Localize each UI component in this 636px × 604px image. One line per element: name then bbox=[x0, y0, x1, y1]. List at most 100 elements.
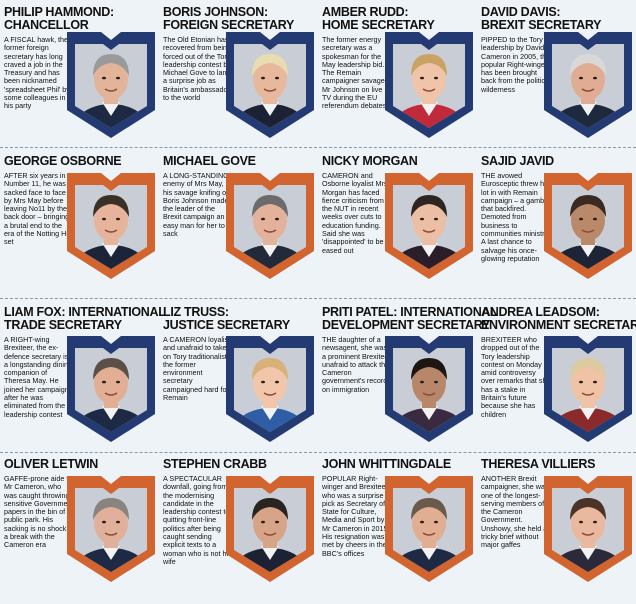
eye-right bbox=[116, 217, 120, 221]
portrait-svg bbox=[385, 336, 473, 442]
profile-blurb: The Old Etonian has recovered from being… bbox=[163, 35, 231, 103]
portrait-badge bbox=[544, 173, 632, 279]
eye-right bbox=[116, 380, 120, 384]
portrait-badge bbox=[67, 32, 155, 138]
portrait-badge bbox=[385, 32, 473, 138]
profile-blurb: A SPECTACULAR downfall, going from the m… bbox=[163, 474, 232, 566]
portrait-svg bbox=[385, 32, 473, 138]
mouth-shape bbox=[263, 229, 277, 233]
hair-shape bbox=[252, 195, 288, 217]
portrait-badge bbox=[385, 476, 473, 582]
eye-right bbox=[434, 217, 438, 221]
mouth-shape bbox=[422, 532, 436, 536]
profile-blurb: The former energy secretary was a spokes… bbox=[322, 35, 389, 111]
eye-right bbox=[116, 76, 120, 80]
portrait-badge bbox=[226, 173, 314, 279]
hair-shape bbox=[93, 195, 129, 217]
collar-shape bbox=[261, 406, 279, 420]
head-shape bbox=[571, 502, 605, 544]
head-shape bbox=[412, 58, 446, 100]
eye-left bbox=[579, 76, 583, 80]
profile-name: LIZ TRUSS: JUSTICE SECRETARY bbox=[163, 305, 290, 332]
collar-shape bbox=[261, 546, 279, 560]
head-shape bbox=[94, 502, 128, 544]
eye-left bbox=[261, 217, 265, 221]
eye-right bbox=[275, 520, 279, 524]
eye-left bbox=[420, 217, 424, 221]
eye-left bbox=[102, 520, 106, 524]
eye-left bbox=[102, 76, 106, 80]
profile-blurb: GAFFE-prone aide to Mr Cameron, who was … bbox=[4, 474, 74, 550]
eye-left bbox=[420, 520, 424, 524]
section-divider bbox=[0, 147, 636, 148]
eye-left bbox=[420, 380, 424, 384]
collar-shape bbox=[579, 243, 597, 257]
collar-shape bbox=[102, 102, 120, 116]
hair-shape bbox=[252, 358, 288, 380]
portrait-svg bbox=[544, 32, 632, 138]
head-shape bbox=[412, 502, 446, 544]
profile-blurb: AFTER six years in Number 11, he was sac… bbox=[4, 171, 72, 247]
mouth-shape bbox=[422, 229, 436, 233]
portrait-svg bbox=[67, 336, 155, 442]
eye-right bbox=[434, 520, 438, 524]
collar-shape bbox=[261, 102, 279, 116]
portrait-svg bbox=[67, 32, 155, 138]
profile-blurb: CAMERON and Osborne loyalist Mrs Morgan … bbox=[322, 171, 388, 255]
hair-shape bbox=[93, 358, 129, 380]
head-shape bbox=[571, 199, 605, 241]
portrait-svg bbox=[226, 336, 314, 442]
portrait-badge bbox=[67, 173, 155, 279]
portrait-badge bbox=[226, 476, 314, 582]
hair-shape bbox=[411, 358, 447, 380]
eye-left bbox=[261, 76, 265, 80]
eye-right bbox=[593, 217, 597, 221]
mouth-shape bbox=[581, 392, 595, 396]
profile-blurb: ANOTHER Brexit campaigner, she was one o… bbox=[481, 474, 549, 550]
mouth-shape bbox=[104, 392, 118, 396]
portrait-svg bbox=[226, 32, 314, 138]
eye-left bbox=[261, 520, 265, 524]
collar-shape bbox=[579, 546, 597, 560]
portrait-badge bbox=[385, 173, 473, 279]
profile-blurb: THE daughter of a newsagent, she was a p… bbox=[322, 335, 391, 394]
portrait-svg bbox=[385, 173, 473, 279]
head-shape bbox=[571, 58, 605, 100]
mouth-shape bbox=[104, 88, 118, 92]
mouth-shape bbox=[422, 392, 436, 396]
profile-blurb: PIPPED to the Tory leadership by David C… bbox=[481, 35, 551, 94]
portrait-badge bbox=[67, 336, 155, 442]
eye-left bbox=[102, 217, 106, 221]
profile-name: LIAM FOX: INTERNATIONAL TRADE SECRETARY bbox=[4, 305, 166, 332]
eye-right bbox=[593, 380, 597, 384]
mouth-shape bbox=[581, 532, 595, 536]
eye-right bbox=[434, 76, 438, 80]
collar-shape bbox=[420, 102, 438, 116]
collar-shape bbox=[102, 243, 120, 257]
head-shape bbox=[94, 199, 128, 241]
hair-shape bbox=[411, 195, 447, 217]
hair-shape bbox=[411, 498, 447, 520]
eye-right bbox=[434, 380, 438, 384]
mouth-shape bbox=[263, 88, 277, 92]
eye-left bbox=[261, 380, 265, 384]
hair-shape bbox=[570, 498, 606, 520]
profile-blurb: BREXITEER who dropped out of the Tory le… bbox=[481, 335, 551, 419]
portrait-svg bbox=[226, 173, 314, 279]
profile-blurb: A CAMERON loyalist and unafraid to take … bbox=[163, 335, 233, 403]
profile-blurb: A RIGHT-wing Brexiteer, the ex-defence s… bbox=[4, 335, 72, 419]
profile-name: MICHAEL GOVE bbox=[163, 154, 256, 168]
portrait-badge bbox=[385, 336, 473, 442]
section-divider bbox=[0, 452, 636, 453]
eye-right bbox=[593, 76, 597, 80]
portrait-svg bbox=[544, 336, 632, 442]
profile-name: SAJID JAVID bbox=[481, 154, 554, 168]
section-divider bbox=[0, 298, 636, 299]
collar-shape bbox=[261, 243, 279, 257]
profile-name: JOHN WHITTINGDALE bbox=[322, 457, 451, 471]
eye-right bbox=[275, 76, 279, 80]
profile-name: BORIS JOHNSON: FOREIGN SECRETARY bbox=[163, 5, 295, 32]
profile-name: THERESA VILLIERS bbox=[481, 457, 596, 471]
profile-name: NICKY MORGAN bbox=[322, 154, 418, 168]
portrait-badge bbox=[544, 476, 632, 582]
